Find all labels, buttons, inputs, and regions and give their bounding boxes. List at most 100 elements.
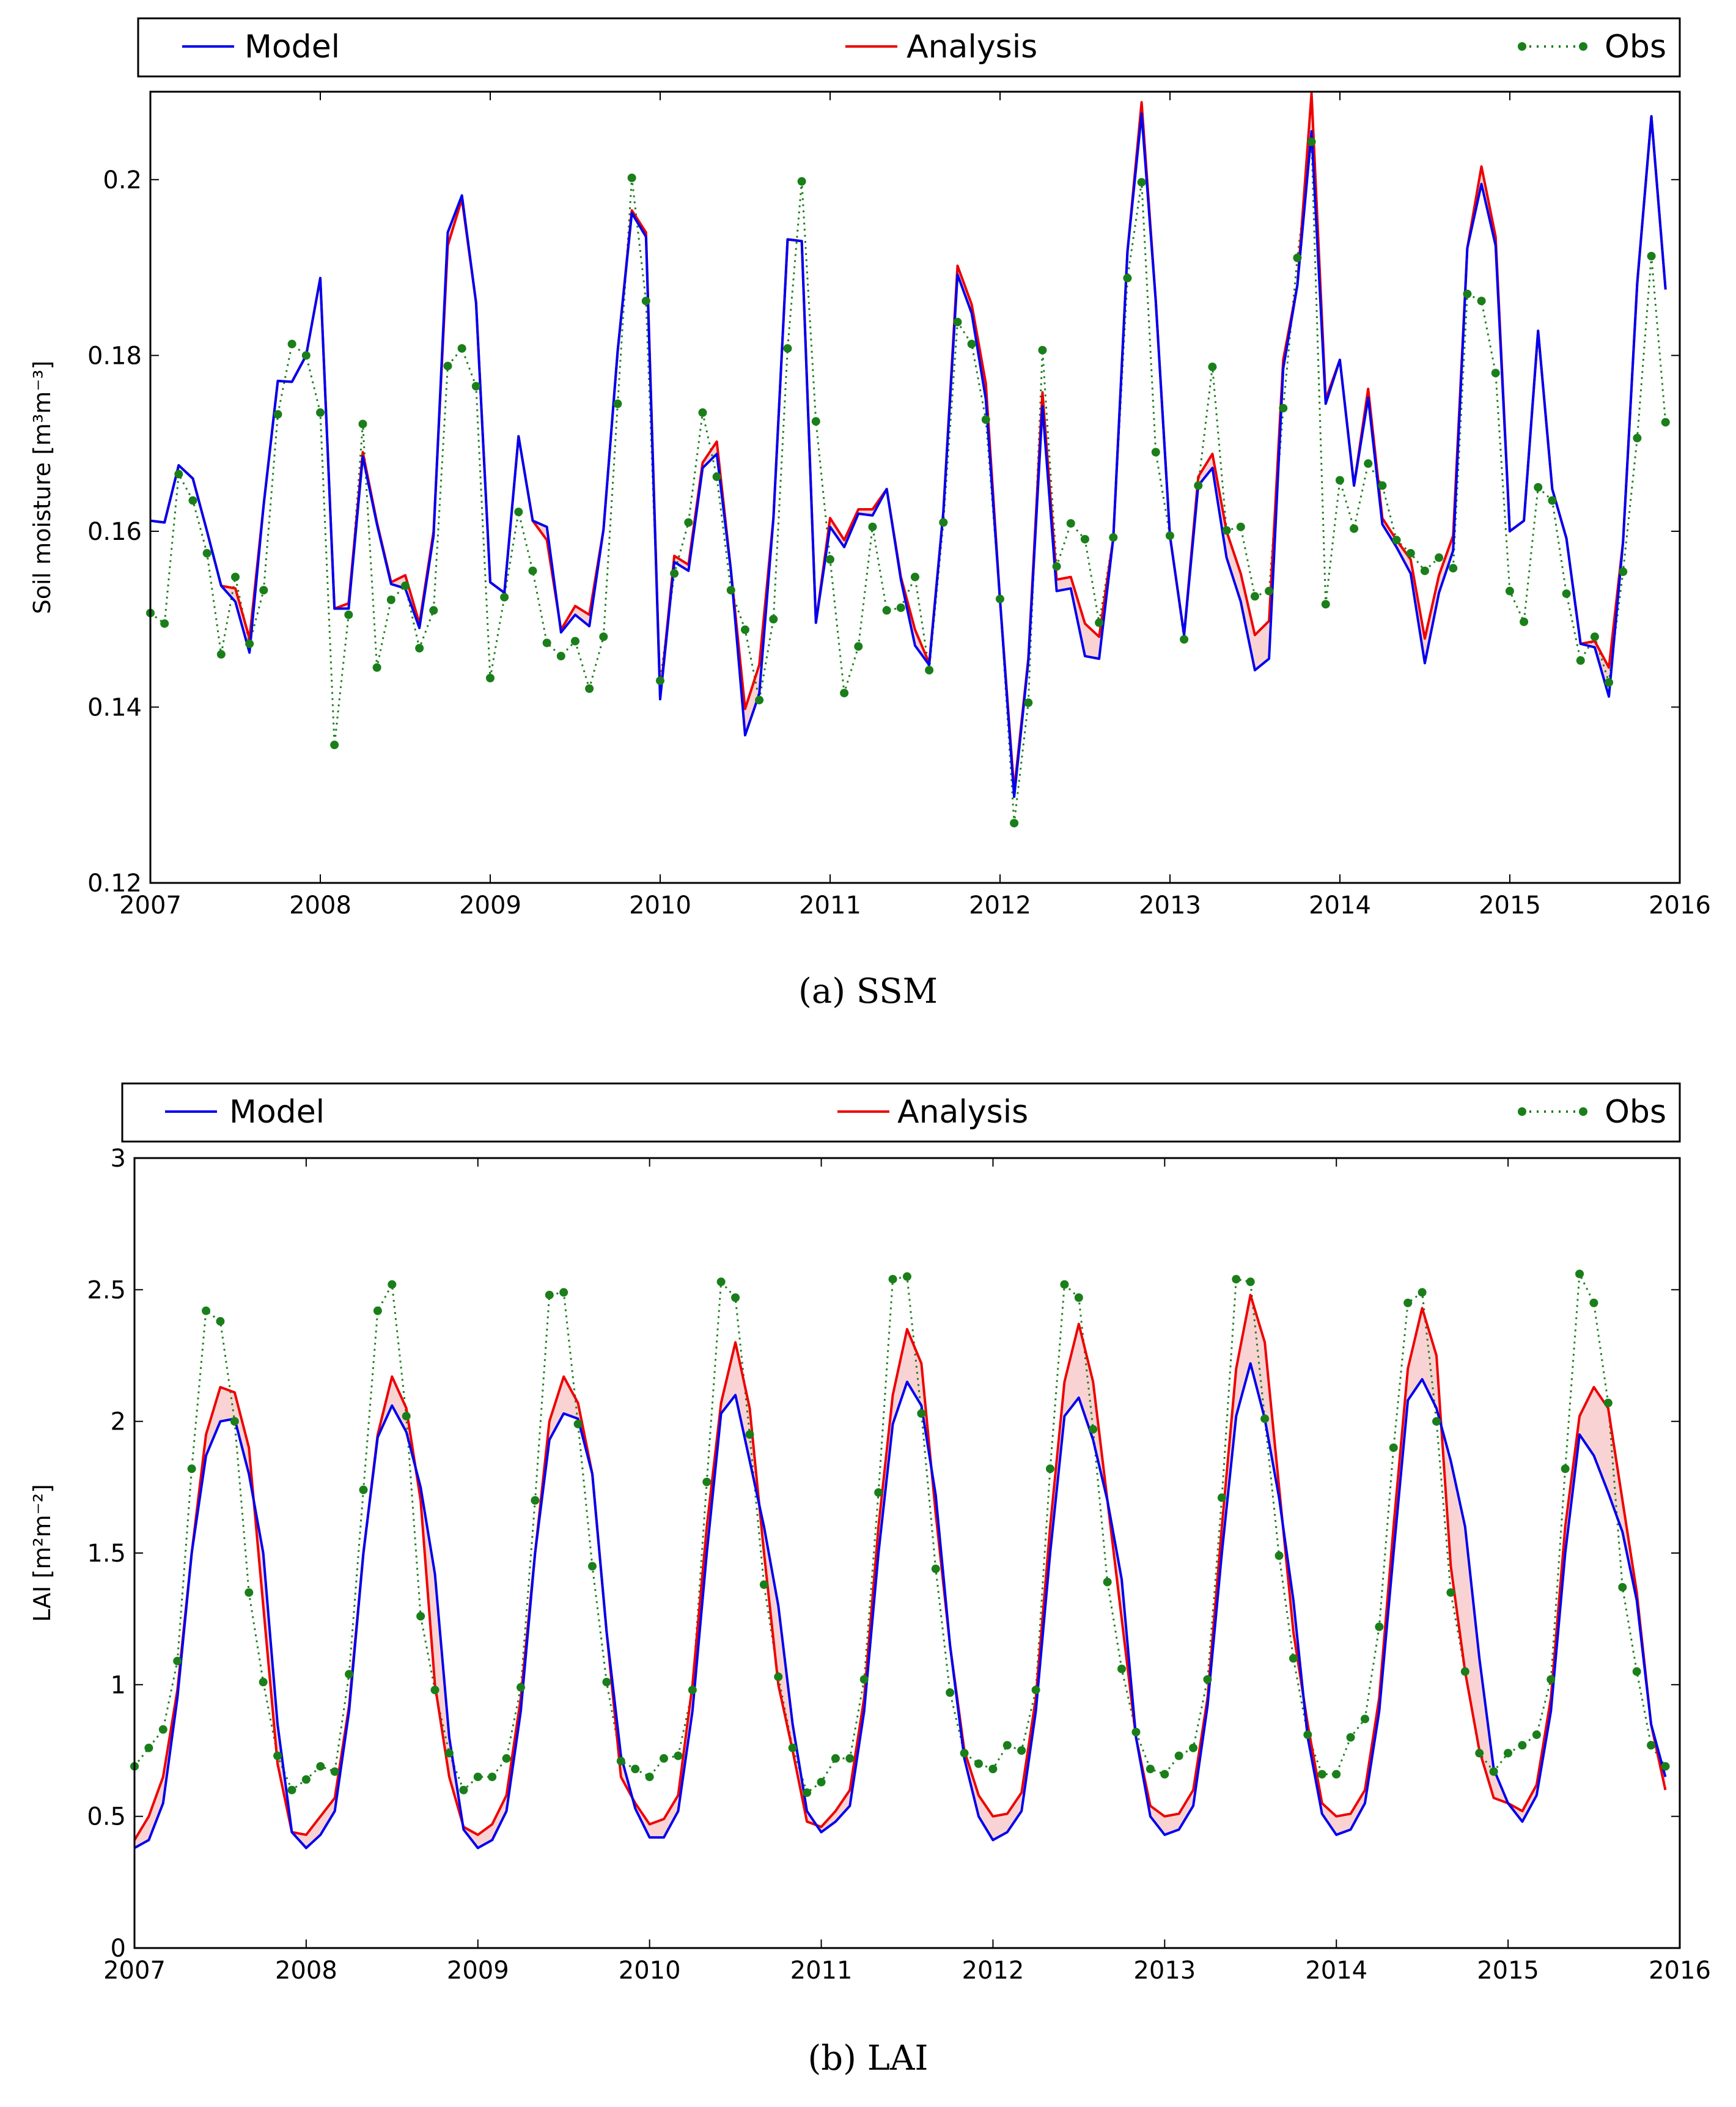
ssm-y-axis-title: Soil moisture [m³m⁻³]	[29, 361, 56, 614]
lai-legend-box	[121, 1082, 1681, 1143]
lai-obs-point	[1131, 1727, 1141, 1736]
lai-obs-point	[1289, 1654, 1298, 1663]
ssm-obs-point	[400, 581, 410, 591]
ssm-x-tick-label: 2008	[289, 891, 351, 920]
ssm-obs-point	[825, 555, 834, 564]
ssm-obs-point	[415, 644, 424, 653]
ssm-obs-point	[1180, 635, 1189, 644]
ssm-x-tick-label: 2010	[629, 891, 691, 920]
lai-obs-point	[1046, 1464, 1055, 1474]
ssm-obs-point	[245, 639, 254, 648]
ssm-obs-point	[670, 569, 679, 578]
lai-obs-point	[1547, 1675, 1556, 1684]
lai-obs-point	[1303, 1730, 1312, 1740]
ssm-obs-point	[301, 351, 311, 360]
lai-x-tick-label: 2014	[1305, 1957, 1367, 1985]
ssm-obs-point	[386, 596, 395, 605]
lai-obs-point	[516, 1683, 525, 1692]
lai-obs-point	[1174, 1751, 1183, 1760]
lai-obs-point	[803, 1788, 812, 1797]
lai-obs-point	[759, 1580, 768, 1589]
ssm-obs-point	[967, 339, 976, 349]
ssm-obs-point	[372, 663, 381, 672]
ssm-legend: Model Analysis Obs	[137, 17, 1681, 78]
ssm-obs-point	[287, 339, 296, 349]
ssm-obs-point	[896, 603, 905, 612]
lai-obs-point	[960, 1749, 969, 1758]
ssm-obs-point	[1633, 434, 1642, 443]
ssm-obs-point	[1208, 363, 1217, 372]
ssm-x-tick-label: 2012	[969, 891, 1031, 920]
lai-analysis-line	[133, 1293, 1667, 1841]
ssm-obs-point	[188, 496, 197, 505]
ssm-obs-point	[1576, 656, 1585, 665]
ssm-x-tick-label: 2011	[799, 891, 861, 920]
ssm-model-line	[150, 112, 1667, 799]
lai-obs-point	[1504, 1749, 1513, 1758]
ssm-obs-point	[599, 632, 608, 641]
ssm-obs-point	[1534, 483, 1543, 492]
ssm-y-tick-label: 0.14	[87, 693, 142, 721]
ssm-obs-point	[726, 586, 735, 595]
ssm-legend-obs-marker-left	[1518, 42, 1526, 51]
lai-obs-point	[917, 1409, 926, 1418]
lai-y-tick-label: 2	[111, 1408, 126, 1436]
lai-obs-point	[1217, 1493, 1226, 1502]
lai-obs-point	[416, 1612, 425, 1621]
ssm-obs-point	[712, 472, 721, 481]
lai-obs-point	[573, 1419, 583, 1428]
lai-obs-point	[817, 1777, 826, 1787]
ssm-obs-point	[457, 344, 466, 353]
ssm-obs-point	[1548, 496, 1557, 505]
lai-obs-point	[1031, 1685, 1040, 1694]
lai-obs-point	[1475, 1749, 1484, 1758]
lai-legend-analysis-label: Analysis	[897, 1094, 1028, 1131]
lai-obs-point	[1274, 1551, 1284, 1560]
ssm-obs-point	[528, 566, 537, 575]
lai-plot-frame	[133, 1157, 1681, 1949]
lai-obs-point	[1346, 1733, 1355, 1742]
lai-obs-point	[287, 1785, 296, 1795]
lai-obs-point	[974, 1759, 983, 1768]
ssm-panel: Model Analysis Obs 2007 2008 2009 2010 2011 2…	[29, 17, 1711, 1011]
ssm-obs-point	[1335, 476, 1344, 485]
ssm-obs-point	[1364, 459, 1373, 468]
lai-y-tick-label: 0	[111, 1935, 126, 1963]
lai-obs-point	[946, 1688, 955, 1697]
lai-obs-point	[230, 1417, 239, 1426]
ssm-obs-point	[1095, 618, 1104, 627]
lai-caption: (b) LAI	[807, 2039, 928, 2078]
ssm-obs-point	[1647, 251, 1656, 260]
ssm-obs-point	[160, 619, 169, 628]
lai-plot-area	[130, 1269, 1670, 1850]
lai-legend-model-label: Model	[229, 1094, 325, 1131]
ssm-obs-point	[797, 177, 806, 186]
lai-x-tick-label: 2009	[447, 1957, 509, 1985]
lai-obs-point	[1603, 1398, 1613, 1408]
ssm-obs-point	[1279, 404, 1288, 413]
lai-obs-point	[1647, 1741, 1656, 1750]
lai-obs-point	[359, 1485, 368, 1494]
lai-obs-point	[888, 1275, 897, 1284]
ssm-obs-point	[1222, 526, 1231, 535]
ssm-obs-point	[1420, 566, 1429, 575]
lai-obs-point	[345, 1670, 354, 1679]
lai-obs-point	[459, 1785, 468, 1795]
lai-obs-point	[1432, 1417, 1441, 1426]
lai-obs-point	[745, 1430, 754, 1439]
lai-x-tick-label: 2016	[1649, 1957, 1711, 1985]
ssm-obs-point	[981, 415, 990, 424]
lai-obs-point	[545, 1290, 554, 1299]
lai-obs-point	[1332, 1769, 1341, 1779]
ssm-obs-point	[1236, 522, 1245, 531]
lai-obs-point	[774, 1672, 783, 1681]
lai-x-tick-label: 2015	[1477, 1957, 1539, 1985]
ssm-obs-point	[1590, 632, 1599, 641]
lai-obs-point	[1260, 1414, 1270, 1423]
lai-obs-point	[1117, 1664, 1127, 1673]
lai-obs-point	[144, 1743, 153, 1752]
ssm-obs-point	[330, 740, 339, 750]
ssm-obs-point	[1477, 297, 1486, 306]
lai-obs-point	[373, 1306, 382, 1315]
lai-obs-point	[316, 1762, 325, 1771]
